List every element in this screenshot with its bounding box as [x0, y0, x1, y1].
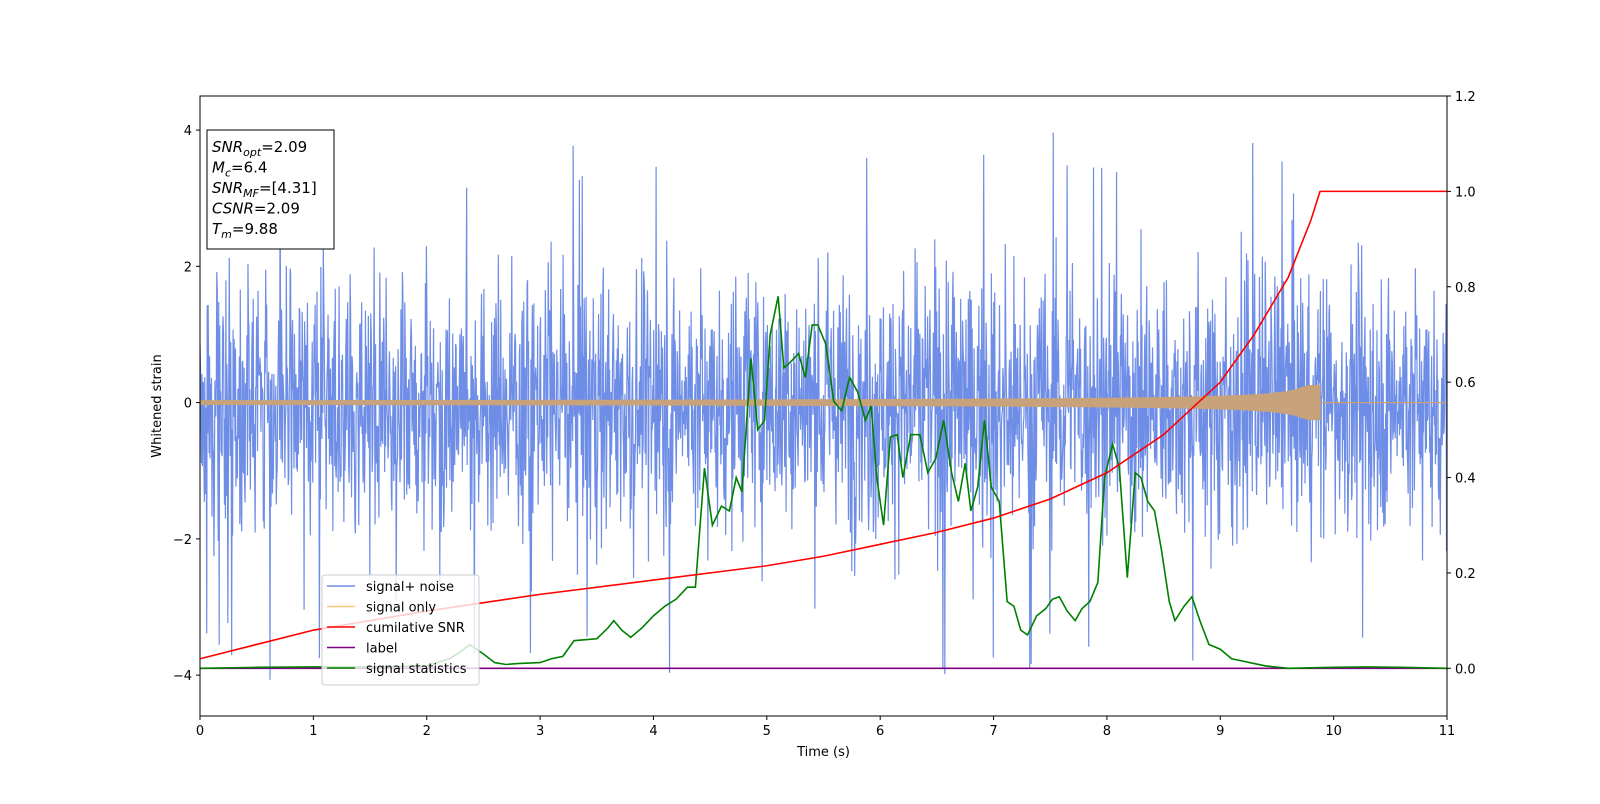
x-tick-label: 5: [763, 724, 771, 739]
x-tick-label: 9: [1216, 724, 1224, 739]
legend: signal+ noise signal only cumilative SNR la…: [321, 574, 480, 686]
series-signal-statistics-line: [200, 296, 1447, 670]
y-right-tick-label: 1.2: [1455, 90, 1476, 105]
series-cumulative-snr-line: [200, 190, 1447, 660]
y-right-tick-label: 1.0: [1455, 185, 1476, 200]
legend-label-label: label: [366, 642, 397, 657]
x-axis-label: Time (s): [796, 745, 850, 760]
series-signal-noise-line: [200, 132, 1447, 680]
y-right-tick-label: 0.2: [1455, 567, 1476, 582]
y-left-tick-label: 4: [184, 124, 192, 139]
stats-line: SNRopt=2.09: [212, 138, 307, 159]
stats-line: CSNR=2.09: [212, 200, 300, 218]
y-left-tick-label: 2: [184, 260, 192, 275]
legend-signal-noise-label: signal+ noise: [366, 580, 454, 595]
legend-signal-statistics-label: signal statistics: [366, 662, 467, 677]
plot-frame: [199, 95, 1448, 717]
y-axis-label: Whitened strain: [150, 354, 165, 457]
axes: 0 1 2 3 4 5 6 7 8 9 10 11 4 2 0 −2 −4 1.2 1.0 0.8 0.6 0.4 0.2 0…: [173, 90, 1476, 739]
x-tick-label: 11: [1439, 724, 1456, 739]
y-left-tick-label: −2: [173, 533, 192, 548]
x-tick-label: 3: [536, 724, 544, 739]
series-signal-only-band: [200, 385, 1321, 421]
x-tick-label: 4: [649, 724, 657, 739]
stats-line: Mc=6.4: [212, 159, 267, 180]
x-tick-label: 2: [423, 724, 431, 739]
y-right-tick-label: 0.4: [1455, 472, 1476, 487]
x-tick-label: 6: [876, 724, 884, 739]
y-left-tick-label: 0: [184, 397, 192, 412]
stats-box: [206, 129, 335, 250]
legend-box: [321, 574, 480, 686]
legend-signal-only-label: signal only: [366, 601, 436, 616]
x-tick-label: 0: [196, 724, 204, 739]
y-right-tick-label: 0.0: [1455, 662, 1476, 677]
stats-line: Tm=9.88: [212, 220, 278, 241]
y-right-tick-label: 0.8: [1455, 281, 1476, 296]
y-right-tick-label: 0.6: [1455, 376, 1476, 391]
x-tick-label: 8: [1103, 724, 1111, 739]
stats-line: SNRMF=[4.31]: [212, 179, 317, 200]
x-tick-label: 10: [1325, 724, 1342, 739]
x-tick-label: 7: [989, 724, 997, 739]
y-left-tick-label: −4: [173, 669, 192, 684]
x-tick-label: 1: [309, 724, 317, 739]
legend-cumulative-snr-label: cumilative SNR: [366, 621, 465, 636]
